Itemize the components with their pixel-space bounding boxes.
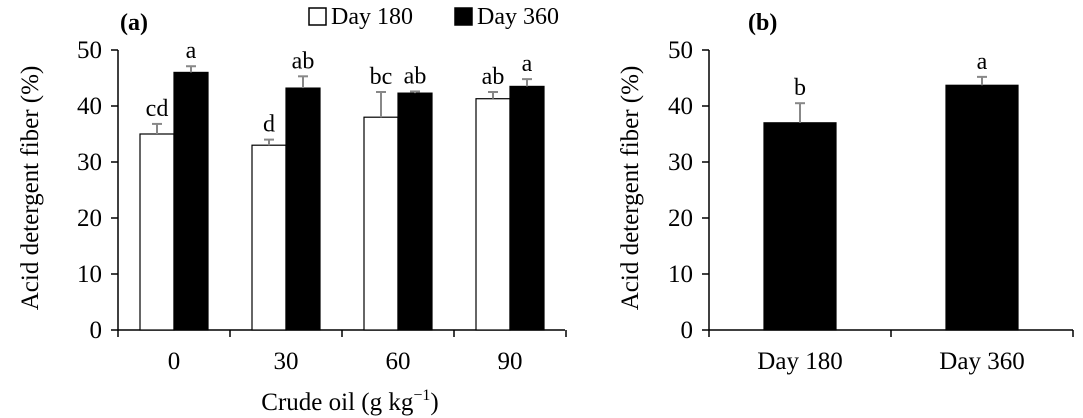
- legend-label-day-360: Day 360: [477, 4, 559, 30]
- panel-a-x-axis-label-close: ): [430, 389, 438, 416]
- panel-a-bar: [251, 144, 287, 331]
- panel-b-y-tick-label: 20: [668, 205, 693, 232]
- panel-a-x-tick-label: 60: [386, 348, 411, 375]
- panel-b-label: (b): [748, 10, 777, 36]
- panel-b-bar: [945, 84, 1019, 331]
- panel-a-x-tick-label: 30: [274, 348, 299, 375]
- panel-b-y-tick-label: 0: [681, 317, 694, 344]
- panel-a-significance-letter: bc: [370, 64, 393, 90]
- panel-a-x-axis-label-main: Crude oil (g kg: [261, 389, 414, 416]
- panel-b-significance-letter: b: [794, 75, 806, 101]
- panel-a-x-tick-label: 0: [168, 348, 181, 375]
- panel-b-y-tick-label: 50: [668, 37, 693, 64]
- panel-a-significance-letter: d: [263, 112, 275, 138]
- panel-a-bar: [397, 92, 433, 331]
- panel-b-y-tick-label: 10: [668, 261, 693, 288]
- panel-a-y-tick-label: 10: [77, 261, 102, 288]
- panel-a-bar: [285, 87, 321, 331]
- panel-a-significance-letter: ab: [404, 63, 427, 89]
- panel-b-x-tick-label: Day 180: [757, 348, 842, 375]
- panel-a-x-tick-label: 90: [498, 348, 523, 375]
- panel-a-significance-letter: ab: [292, 48, 315, 74]
- legend-label-day-180: Day 180: [331, 4, 413, 30]
- panel-a-significance-letter: a: [186, 38, 197, 64]
- panel-b-y-axis-label: Acid detergent fiber (%): [617, 66, 644, 311]
- panel-a-bar: [173, 71, 209, 331]
- panel-a-y-tick-label: 50: [77, 37, 102, 64]
- panel-b-y-tick-label: 40: [668, 93, 693, 120]
- panel-a-y-tick-label: 0: [90, 317, 103, 344]
- panel-a-label: (a): [120, 10, 148, 36]
- panel-a-y-tick-label: 30: [77, 149, 102, 176]
- panel-a-y-axis-label: Acid detergent fiber (%): [17, 66, 44, 311]
- panel-a-y-tick-label: 20: [77, 205, 102, 232]
- panel-a-y-tick-label: 40: [77, 93, 102, 120]
- panel-b-bar: [763, 122, 837, 331]
- panel-b-y-tick-label: 30: [668, 149, 693, 176]
- panel-a-significance-letter: ab: [482, 64, 505, 90]
- legend-swatch-day-360: [454, 7, 473, 26]
- panel-a-x-axis-label: Crude oil (g kg−1): [261, 387, 438, 416]
- panel-b-significance-letter: a: [977, 49, 988, 75]
- panel-a-bar: [363, 116, 399, 331]
- panel-a-significance-letter: cd: [146, 96, 169, 122]
- legend-swatch-day-180: [308, 7, 327, 26]
- panel-b-x-tick-label: Day 360: [939, 348, 1024, 375]
- panel-a-x-axis-label-sup: −1: [413, 387, 430, 404]
- panel-a-bar: [509, 85, 545, 331]
- panel-a-bar: [139, 133, 175, 331]
- panel-a-significance-letter: a: [522, 51, 533, 77]
- panel-a-bar: [475, 98, 511, 331]
